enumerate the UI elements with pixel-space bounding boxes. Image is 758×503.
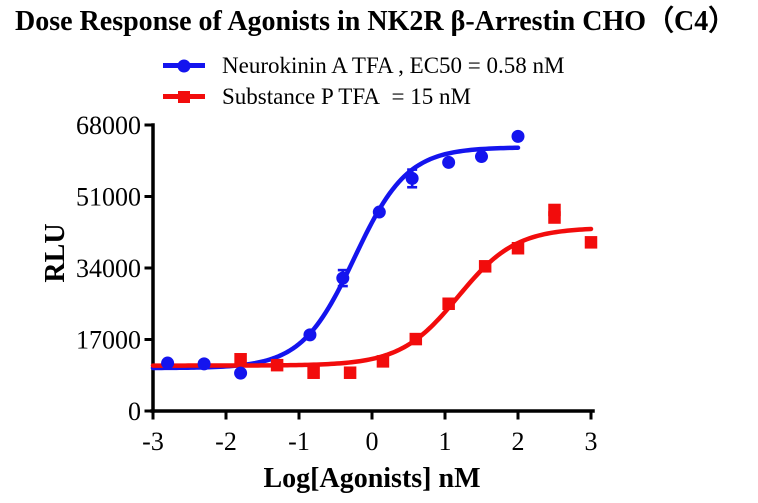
legend-circle-marker-icon xyxy=(163,59,205,72)
data-point-substance-p-tfa xyxy=(478,260,492,273)
legend: Neurokinin A TFA , EC50 = 0.58 nM Substa… xyxy=(163,50,564,112)
data-point-neurokinin-a-tfa xyxy=(197,357,211,371)
x-tick-label: 2 xyxy=(512,427,525,456)
x-tick-label: -3 xyxy=(142,427,164,456)
y-tick-label: 17000 xyxy=(76,326,141,355)
x-tick-label: -1 xyxy=(288,427,310,456)
data-point-substance-p-tfa xyxy=(584,236,598,249)
x-tick-label: -2 xyxy=(215,427,237,456)
y-tick-label: 34000 xyxy=(76,254,141,283)
data-point-neurokinin-a-tfa xyxy=(405,171,419,185)
data-point-substance-p-tfa xyxy=(307,366,320,379)
y-tick-label: 0 xyxy=(128,397,141,426)
x-tick-label: 1 xyxy=(439,427,452,456)
legend-item-substance-p-tfa: Substance P TFA = 15 nM xyxy=(163,81,564,112)
data-point-neurokinin-a-tfa xyxy=(511,129,525,143)
data-point-neurokinin-a-tfa xyxy=(442,155,456,169)
data-point-neurokinin-a-tfa xyxy=(372,205,386,219)
data-point-substance-p-tfa xyxy=(548,211,561,224)
data-point-neurokinin-a-tfa xyxy=(161,356,175,370)
legend-item-neurokinin-a-tfa: Neurokinin A TFA , EC50 = 0.58 nM xyxy=(163,50,564,81)
chart-title: Dose Response of Agonists in NK2R β-Arre… xyxy=(15,6,737,37)
legend-label: Neurokinin A TFA , EC50 = 0.58 nM xyxy=(222,52,565,78)
data-point-substance-p-tfa xyxy=(442,297,455,310)
x-tick-label: 3 xyxy=(585,427,598,456)
data-point-substance-p-tfa xyxy=(511,241,525,255)
data-point-substance-p-tfa xyxy=(409,332,423,346)
data-point-neurokinin-a-tfa xyxy=(475,150,488,164)
data-point-neurokinin-a-tfa xyxy=(336,271,350,285)
y-tick-label: 51000 xyxy=(76,183,141,212)
fit-curve-neurokinin-a-tfa xyxy=(150,145,521,371)
fit-curve-substance-p-tfa xyxy=(150,226,594,368)
data-point-substance-p-tfa xyxy=(343,366,357,379)
legend-square-marker-icon xyxy=(163,90,205,103)
legend-label: Substance P TFA = 15 nM xyxy=(222,83,471,109)
x-tick-label: 0 xyxy=(366,427,379,456)
data-point-substance-p-tfa xyxy=(270,358,284,372)
data-point-substance-p-tfa xyxy=(376,355,390,368)
y-tick-label: 68000 xyxy=(76,111,141,140)
data-point-substance-p-tfa xyxy=(234,353,247,366)
y-axis-title: RLU xyxy=(40,223,71,282)
x-axis-title: Log[Agonists] nM xyxy=(263,463,480,494)
data-point-neurokinin-a-tfa xyxy=(234,366,248,380)
data-point-neurokinin-a-tfa xyxy=(303,328,317,342)
